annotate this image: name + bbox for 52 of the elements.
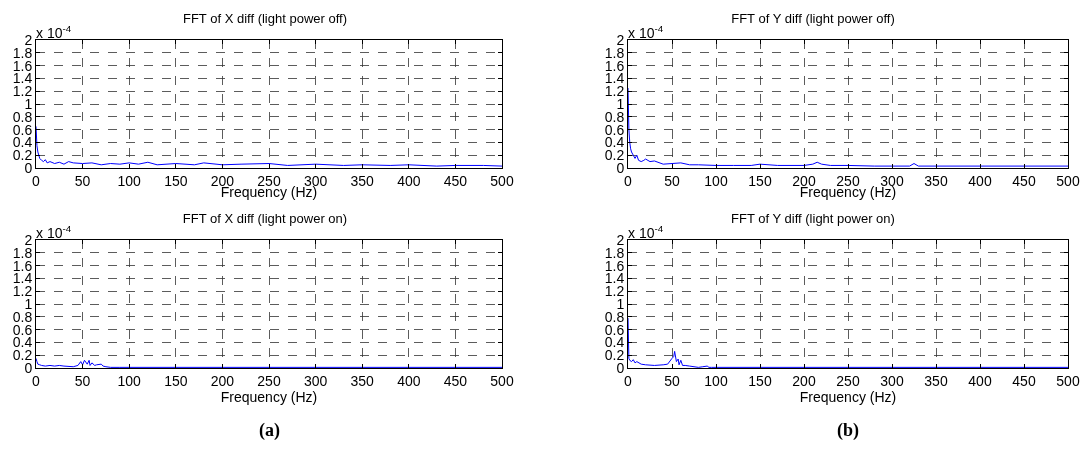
x-tick-label: 50 (664, 372, 680, 389)
x-tick-label: 100 (117, 172, 142, 189)
x-tick-label: 150 (748, 372, 772, 389)
x-axis-title: Frequency (Hz) (799, 389, 897, 406)
annotation: x 10$^{-4}$ (36, 223, 72, 241)
line-series (36, 357, 502, 368)
x-tick-label: 200 (792, 372, 816, 389)
x-tick-label: 100 (117, 372, 142, 389)
line-series (628, 317, 1068, 368)
x-tick-label: 50 (74, 172, 91, 189)
x-tick-label: 450 (443, 372, 468, 389)
x-tick-label: 150 (164, 372, 188, 389)
x-tick-label: 50 (664, 172, 680, 189)
x-tick-label: 350 (350, 172, 375, 189)
x-tick-label: 300 (303, 372, 328, 389)
x-tick-label: 350 (924, 372, 948, 389)
annotation: x 10$^{-4}$ (36, 23, 72, 41)
x-tick-label: 500 (490, 172, 514, 189)
x-tick-label: 450 (1012, 372, 1036, 389)
x-tick-label: 450 (1012, 172, 1036, 189)
chart-title: FFT of X diff (light power off) (182, 11, 348, 27)
chart-title: FFT of Y diff (light power off) (731, 11, 895, 27)
text: (b) (837, 420, 859, 441)
x-tick-label: 350 (924, 172, 948, 189)
x-tick-label: 150 (164, 172, 188, 189)
x-tick-label: 100 (704, 372, 728, 389)
annotation: x 10$^{-4}$ (628, 223, 664, 241)
x-tick-label: 250 (836, 172, 860, 189)
x-tick-label: 450 (443, 172, 468, 189)
annotation: x 10$^{-4}$ (628, 23, 664, 41)
x-tick-label: 200 (210, 372, 235, 389)
chart-title: FFT of Y diff (light power on) (731, 211, 895, 227)
x-tick-label: 500 (1056, 172, 1080, 189)
chart-title: FFT of X diff (light power on) (182, 211, 348, 227)
x-tick-label: 400 (397, 172, 421, 189)
x-tick-label: 400 (968, 372, 992, 389)
x-tick-label: 350 (350, 372, 375, 389)
x-tick-label: 50 (74, 372, 91, 389)
text: (a) (259, 420, 280, 441)
x-tick-label: 250 (836, 372, 860, 389)
x-axis-title: Frequency (Hz) (220, 389, 318, 406)
line-series (36, 125, 502, 167)
x-tick-label: 500 (1056, 372, 1080, 389)
x-tick-label: 300 (880, 372, 904, 389)
x-tick-label: 100 (704, 172, 728, 189)
line-series (628, 87, 1068, 167)
x-tick-label: 250 (257, 172, 281, 189)
x-tick-label: 250 (257, 372, 281, 389)
x-tick-label: 150 (748, 172, 772, 189)
x-tick-label: 400 (397, 372, 421, 389)
x-tick-label: 400 (968, 172, 992, 189)
x-tick-label: 500 (490, 372, 514, 389)
